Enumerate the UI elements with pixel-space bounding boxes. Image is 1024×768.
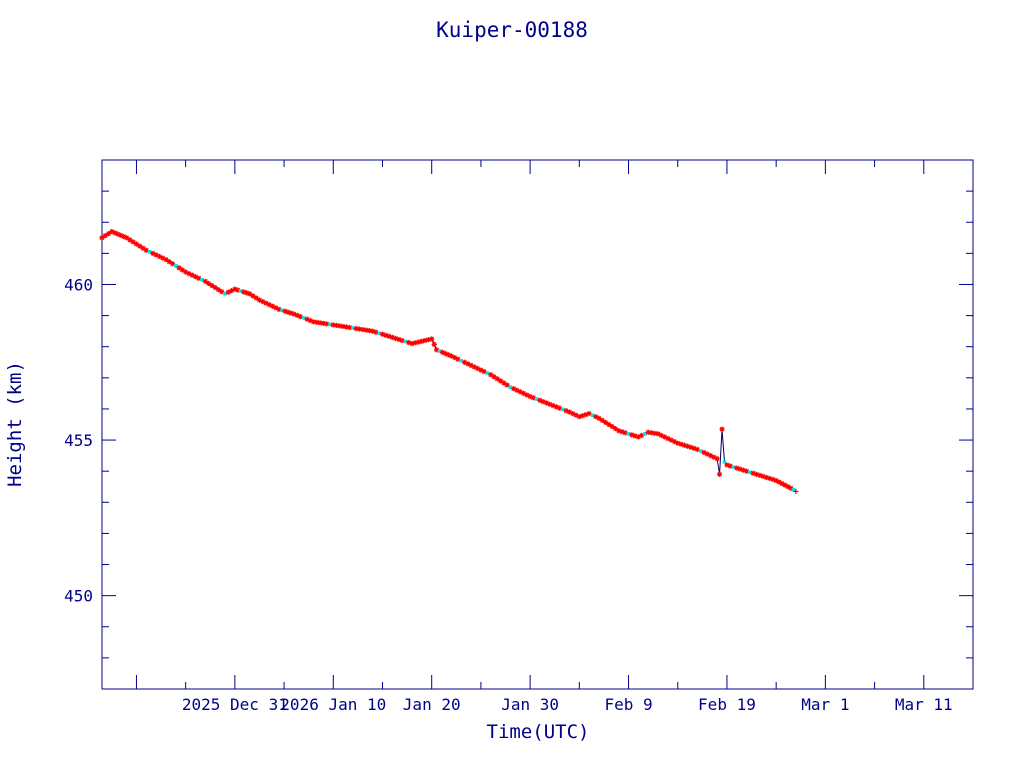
x-tick-label: 2025 Dec 31 [182,695,288,714]
y-axis-label: Height (km) [4,361,26,487]
cyan-data-marker [698,449,703,453]
red-data-marker [176,265,182,271]
cyan-data-marker [377,331,382,336]
cyan-data-marker [791,488,796,492]
red-data-marker [163,256,169,263]
red-data-marker [481,369,487,375]
series-line [101,231,797,492]
red-data-marker [169,261,176,267]
x-tick-label: Jan 20 [403,695,461,714]
series-layer [99,228,799,495]
red-data-marker [606,421,612,428]
red-data-marker [431,341,437,347]
x-axis-label: Time(UTC) [487,721,590,743]
cyan-data-marker [328,322,332,327]
cyan-data-marker [485,371,490,375]
red-data-marker [714,456,720,462]
cyan-data-marker [534,397,539,401]
red-data-marker [133,241,140,247]
cyan-data-marker [626,432,631,436]
red-data-marker [429,336,435,342]
x-tick-label: Mar 1 [801,695,849,714]
cyan-data-marker [351,326,355,330]
cyan-data-marker [200,278,204,282]
red-data-marker [137,243,143,249]
y-axis-ticks: 450 455 460 [64,159,973,690]
red-data-marker [793,488,799,495]
cyan-data-marker [731,465,736,469]
x-tick-label: Mar 11 [895,695,953,714]
y-tick-label: 460 [64,275,93,294]
cyan-data-marker [238,289,243,293]
red-data-marker [719,426,725,432]
red-data-marker [596,415,602,421]
cyan-data-marker [590,413,595,417]
x-tick-label: 2026 Jan 10 [280,695,386,714]
cyan-data-marker [223,292,227,296]
cyan-data-marker [643,432,647,436]
red-data-marker [530,395,536,401]
cyan-data-marker [301,316,306,320]
cyan-data-marker [437,349,442,353]
x-tick-label: Jan 30 [501,695,559,714]
plot-frame [101,159,974,690]
red-data-marker [143,247,149,253]
cyan-data-marker [147,249,152,254]
cyan-data-marker [508,385,513,389]
cyan-data-marker [561,407,565,412]
red-data-marker [196,275,202,281]
red-data-marker [393,335,399,342]
chart-title: Kuiper-00188 [436,18,588,42]
y-tick-label: 455 [64,431,93,450]
red-data-marker [694,446,701,452]
red-data-marker [504,382,510,388]
y-tick-label: 450 [64,587,93,606]
cyan-data-marker [280,308,284,313]
cyan-data-marker [748,470,752,475]
red-data-marker [455,356,461,362]
cyan-data-marker [403,339,408,344]
red-data-marker [716,471,723,477]
x-tick-label: Feb 19 [698,695,756,714]
cyan-data-marker [722,460,727,464]
cyan-data-marker [174,264,178,268]
red-data-marker [219,289,225,295]
x-tick-label: Feb 9 [604,695,652,714]
red-data-marker [557,405,563,411]
cyan-data-marker [459,358,464,363]
